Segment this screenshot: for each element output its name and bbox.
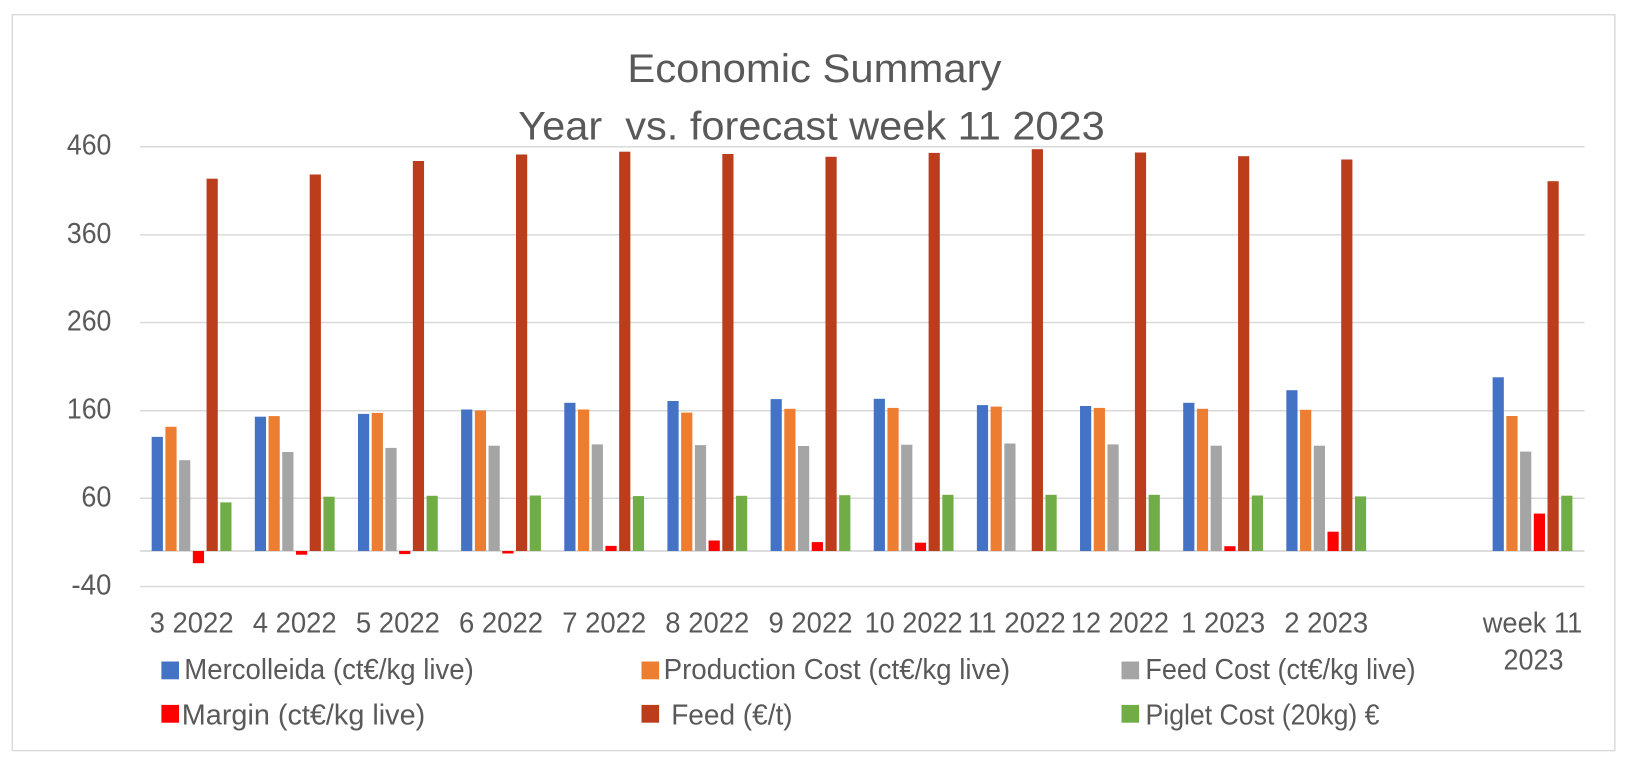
svg-text:Margin (ct€/kg live): Margin (ct€/kg live) [182, 700, 425, 732]
svg-text:460: 460 [67, 130, 112, 162]
svg-text:360: 360 [67, 218, 112, 250]
svg-text:2023: 2023 [1504, 645, 1564, 677]
svg-text:160: 160 [67, 394, 112, 426]
svg-text:10 2022: 10 2022 [865, 607, 963, 639]
svg-text:60: 60 [81, 481, 111, 513]
svg-text:9 2022: 9 2022 [769, 607, 853, 639]
svg-text:Production Cost (ct€/kg live): Production Cost (ct€/kg live) [664, 654, 1011, 686]
svg-text:3 2022: 3 2022 [150, 607, 234, 639]
svg-text:Piglet Cost (20kg) €: Piglet Cost (20kg) € [1146, 700, 1380, 732]
svg-text:Year vs. forecast week 11 202: Year vs. forecast week 11 2023 [518, 105, 1105, 149]
svg-text:11 2022: 11 2022 [968, 607, 1066, 639]
svg-text:8 2022: 8 2022 [665, 607, 749, 639]
svg-text:260: 260 [67, 306, 112, 338]
svg-text:Feed Cost (ct€/kg live): Feed Cost (ct€/kg live) [1145, 654, 1415, 686]
svg-text:-40: -40 [71, 570, 111, 602]
svg-text:Feed (€/t): Feed (€/t) [671, 700, 792, 732]
svg-text:Mercolleida (ct€/kg live): Mercolleida (ct€/kg live) [184, 654, 474, 686]
svg-text:1 2023: 1 2023 [1181, 607, 1265, 639]
svg-text:12 2022: 12 2022 [1071, 607, 1169, 639]
svg-text:4 2022: 4 2022 [253, 607, 337, 639]
svg-text:2 2023: 2 2023 [1284, 607, 1368, 639]
svg-text:7 2022: 7 2022 [562, 607, 646, 639]
svg-text:6 2022: 6 2022 [459, 607, 543, 639]
svg-text:Economic Summary: Economic Summary [627, 47, 1001, 91]
svg-text:week 11: week 11 [1482, 607, 1582, 639]
svg-text:5 2022: 5 2022 [356, 607, 440, 639]
